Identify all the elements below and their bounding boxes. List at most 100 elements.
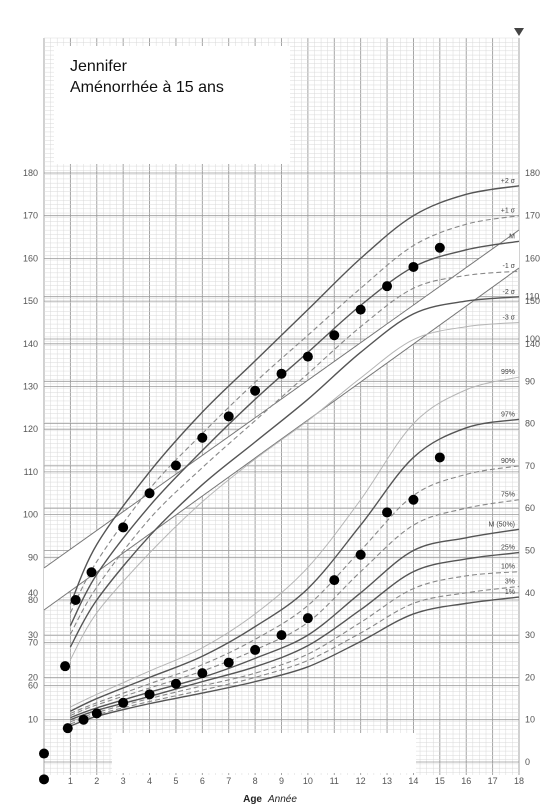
age-tick-label: 3 <box>121 776 126 786</box>
reference-curve <box>69 296 520 648</box>
age-tick-label: 1 <box>68 776 73 786</box>
weight-point <box>276 630 287 641</box>
age-tick-label: 6 <box>200 776 205 786</box>
age-tick-label: 16 <box>461 776 471 786</box>
weight-point <box>62 723 73 734</box>
height-point <box>329 330 340 341</box>
height-tick-label: 120 <box>23 424 38 434</box>
weight-tick-label-right: 60 <box>525 503 535 513</box>
weight-tick-label-left: 40 <box>28 588 38 598</box>
reference-curve <box>70 571 520 723</box>
age-tick-label: 18 <box>514 776 524 786</box>
height-point <box>250 385 261 396</box>
weight-point <box>39 748 49 759</box>
height-tick-label: 90 <box>28 552 38 562</box>
x-axis-title: Age Année <box>243 794 297 805</box>
reference-curve <box>70 465 520 714</box>
curve-label: 25% <box>501 545 515 552</box>
height-tick-label: 80 <box>28 595 38 605</box>
height-point <box>118 522 129 533</box>
age-tick-label: 11 <box>330 776 339 786</box>
weight-point <box>434 452 445 463</box>
age-tick-label: 8 <box>253 776 258 786</box>
reference-curves: +2 σ +1 σ M -1 σ -2 σ -3 σ 99% 97% 90% 75% M (50%)… <box>69 178 520 727</box>
height-tick-label-right: 180 <box>525 168 540 178</box>
patient-info-box: Jennifer Aménorrhée à 15 ans <box>54 46 290 164</box>
weight-point <box>91 708 102 719</box>
x-axis-unit: Année <box>267 794 297 805</box>
curve-label: M <box>509 233 515 240</box>
height-point <box>144 488 155 499</box>
curve-label: 99% <box>501 369 515 376</box>
height-point <box>434 242 445 253</box>
patient-name: Jennifer <box>70 58 127 75</box>
curve-label: -3 σ <box>503 314 516 321</box>
height-point <box>39 774 49 785</box>
weight-tick-label-right: 10 <box>525 715 535 725</box>
height-tick-label: 170 <box>23 211 38 221</box>
height-point <box>86 567 97 578</box>
weight-tick-label-left: 30 <box>28 630 38 640</box>
weight-point <box>355 549 366 560</box>
weight-tick-label-right: 40 <box>525 588 535 598</box>
reference-curve <box>70 418 520 712</box>
separator-band <box>44 230 519 610</box>
weight-tick-label-right: 100 <box>525 334 540 344</box>
curve-label: 75% <box>501 492 515 499</box>
curve-label: +1 σ <box>501 208 516 215</box>
weight-point <box>329 575 340 586</box>
bottom-mask <box>112 733 416 773</box>
weight-tick-label-right: 20 <box>525 672 535 682</box>
weight-tick-label-right: 0 <box>525 757 530 767</box>
height-tick-label: 60 <box>28 680 38 690</box>
age-tick-label: 7 <box>226 776 231 786</box>
age-tick-label: 15 <box>435 776 445 786</box>
height-point <box>70 595 81 605</box>
weight-point <box>223 657 234 668</box>
age-tick-label: 17 <box>488 776 498 786</box>
separator-edge <box>43 267 520 611</box>
reference-curve <box>69 240 520 626</box>
height-tick-label-right: 170 <box>525 211 540 221</box>
weight-point <box>78 714 89 725</box>
height-point <box>382 281 393 292</box>
height-tick-label: 130 <box>23 382 38 392</box>
weight-point <box>382 507 393 518</box>
curve-label: 1% <box>505 589 515 596</box>
age-tick-label: 4 <box>147 776 152 786</box>
height-tick-label: 100 <box>23 510 38 520</box>
weight-tick-label-right: 30 <box>525 630 535 640</box>
height-tick-label: 70 <box>28 638 38 648</box>
patient-diagnosis: Aménorrhée à 15 ans <box>70 79 224 96</box>
curve-label: -2 σ <box>503 289 516 296</box>
curve-label: 90% <box>501 458 515 465</box>
height-tick-label-right: 150 <box>525 296 540 306</box>
reference-curve <box>70 585 520 725</box>
height-tick-label: 110 <box>24 467 38 477</box>
age-tick-label: 10 <box>303 776 313 786</box>
age-tick-label: 14 <box>408 776 418 786</box>
chart-masks <box>112 733 416 773</box>
height-tick-label-right: 160 <box>525 253 540 263</box>
weight-tick-label-left: 10 <box>28 715 38 725</box>
weight-point <box>250 644 261 655</box>
reference-curve <box>69 270 520 635</box>
weight-tick-label-right: 70 <box>525 461 535 471</box>
weight-tick-label-left: 20 <box>28 672 38 682</box>
curve-label: 3% <box>505 578 515 585</box>
height-point <box>60 661 71 672</box>
curve-label: 97% <box>501 411 515 418</box>
height-tick-label: 140 <box>23 339 38 349</box>
patient-data-points <box>39 242 445 785</box>
height-tick-label-right: 140 <box>525 339 540 349</box>
weight-point <box>197 668 208 679</box>
height-tick-label: 150 <box>23 296 38 306</box>
reference-curve <box>69 185 520 605</box>
age-tick-label: 2 <box>94 776 99 786</box>
separator-edge <box>43 229 520 569</box>
height-point <box>197 432 208 443</box>
height-tick-label: 180 <box>23 168 38 178</box>
height-point <box>170 460 181 471</box>
curve-label: 10% <box>501 564 515 571</box>
